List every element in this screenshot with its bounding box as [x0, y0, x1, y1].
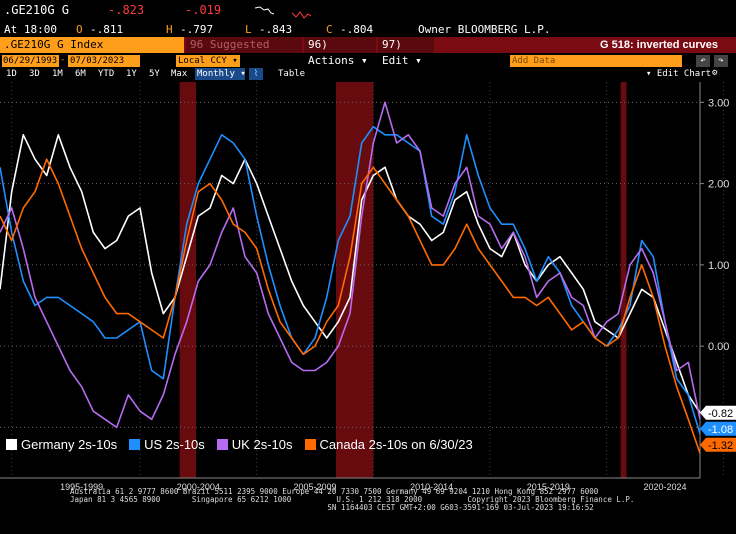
- undo-icon[interactable]: ↶: [696, 55, 710, 67]
- period-5y[interactable]: 5Y: [149, 69, 160, 79]
- legend-label-2: UK 2s-10s: [231, 436, 293, 452]
- footer: Australia 61 2 9777 8600 Brazil 5511 239…: [70, 488, 634, 512]
- period-1d[interactable]: 1D: [6, 69, 17, 79]
- edit-menu[interactable]: 97) Edit ▾: [378, 37, 434, 67]
- add-data-field[interactable]: Add Data: [510, 55, 682, 67]
- end-label-0: -0.82: [708, 408, 733, 420]
- open-label: O: [76, 23, 83, 36]
- last-price: -.823: [108, 3, 145, 17]
- x-tick-label-2: 2005-2009: [293, 482, 336, 492]
- period-1y[interactable]: 1Y: [126, 69, 137, 79]
- frequency-select[interactable]: Monthly ▾: [195, 68, 246, 80]
- legend-label-0: Germany 2s-10s: [21, 436, 118, 452]
- recession-band-2: [620, 82, 627, 478]
- open-value: -.811: [90, 23, 124, 36]
- owner: Owner BLOOMBERG L.P.: [418, 23, 551, 36]
- recession-band-0: [179, 82, 196, 478]
- chart-area: 3.00 2.00 1.00 0.00 1995-1999 2000-2004 2005-2…: [0, 82, 736, 530]
- quote-bar: .GE210G G -.823 -.019: [0, 0, 736, 20]
- legend-swatch-3: [304, 438, 316, 450]
- ohlc-bar: At 18:00 O -.811 H -.797 L -.843 C -.804…: [0, 20, 736, 37]
- end-label-bg-1: [700, 421, 736, 436]
- x-tick-label-4: 2015-2019: [527, 482, 570, 492]
- x-tick-label-0: 1995-1999: [60, 482, 103, 492]
- period-ytd[interactable]: YTD: [98, 69, 115, 79]
- line-chart-icon[interactable]: ⌇: [249, 68, 263, 80]
- end-label-bg-0: [700, 405, 736, 420]
- end-label-2: -1.32: [708, 440, 733, 452]
- edit-chart-button[interactable]: ▾ Edit Chart: [646, 69, 711, 79]
- legend-swatch-0: [6, 438, 17, 450]
- sparkline-red-icon: [292, 11, 312, 19]
- legend-swatch-2: [216, 438, 228, 450]
- period-3d[interactable]: 3D: [29, 69, 40, 79]
- currency-label: Local CCY: [178, 56, 227, 66]
- period-max[interactable]: Max: [171, 69, 188, 79]
- date-separator: -: [60, 55, 66, 65]
- y-tick-label-2: 1.00: [708, 260, 729, 272]
- high-label: H: [166, 23, 173, 36]
- end-label-1: -1.08: [708, 424, 733, 436]
- sparkline-icon: [255, 6, 275, 15]
- currency-select[interactable]: Local CCY ▾: [176, 55, 240, 67]
- line-chart: 3.00 2.00 1.00 0.00 1995-1999 2000-2004 2005-2…: [0, 82, 736, 492]
- legend-item-1[interactable]: US 2s-10s: [129, 434, 205, 454]
- legend-item-3[interactable]: Canada 2s-10s on 6/30/23: [304, 434, 473, 454]
- end-date-field[interactable]: 07/03/2023: [68, 55, 140, 67]
- range-bar: 06/29/1993 - 07/03/2023 Local CCY ▾ Add …: [0, 54, 736, 68]
- series-line-2: [0, 101, 701, 429]
- redo-icon[interactable]: ↷: [714, 55, 728, 67]
- net-change: -.019: [185, 3, 222, 17]
- high-value: -.797: [180, 23, 214, 36]
- actions-label: 96) Actions: [308, 38, 355, 67]
- chevron-down-icon: ▾: [646, 69, 652, 79]
- legend-label-3: Canada 2s-10s on 6/30/23: [319, 436, 473, 452]
- x-tick-label-5: 2020-2024: [643, 482, 686, 492]
- at-time: At 18:00: [4, 23, 57, 36]
- chevron-down-icon: ▾: [360, 54, 368, 67]
- toolbar: .GE210G G Index 96 Suggested Charts 96) …: [0, 37, 736, 67]
- edit-label: 97) Edit: [382, 38, 409, 67]
- chevron-down-icon: ▾: [415, 54, 422, 67]
- footer-line-2: Japan 81 3 4565 8900 Singapore 65 6212 1…: [70, 495, 635, 504]
- series-line-3: [0, 158, 701, 454]
- close-value: -.804: [340, 23, 374, 36]
- footer-line-1: Australia 61 2 9777 8600 Brazil 5511 239…: [70, 487, 599, 496]
- close-label: C: [326, 23, 333, 36]
- actions-menu[interactable]: 96) Actions ▾: [304, 37, 376, 67]
- series-line-0: [0, 133, 701, 414]
- period-6m[interactable]: 6M: [75, 69, 86, 79]
- graph-title: G 518: inverted curves: [600, 39, 719, 51]
- low-label: L: [245, 23, 252, 36]
- x-tick-label-3: 2010-2014: [410, 482, 453, 492]
- chevron-down-icon: ▾: [232, 56, 238, 66]
- low-value: -.843: [259, 23, 293, 36]
- security-field[interactable]: .GE210G G Index: [0, 37, 184, 53]
- edit-chart-label: Edit Chart: [656, 69, 712, 79]
- legend-item-2[interactable]: UK 2s-10s: [216, 434, 293, 454]
- ticker: .GE210G G: [4, 3, 70, 17]
- legend: Germany 2s-10s US 2s-10s UK 2s-10s Canada 2…: [6, 434, 473, 454]
- legend-item-0[interactable]: Germany 2s-10s: [6, 434, 117, 454]
- settings-icon[interactable]: ⚙: [712, 68, 718, 78]
- period-1m[interactable]: 1M: [52, 69, 63, 79]
- legend-swatch-1: [129, 438, 141, 450]
- legend-label-1: US 2s-10s: [144, 436, 205, 452]
- end-label-bg-2: [700, 437, 736, 452]
- suggested-charts-button[interactable]: 96 Suggested Charts: [186, 37, 302, 67]
- y-tick-label-0: 3.00: [708, 97, 729, 109]
- frequency-label: Monthly: [197, 69, 235, 79]
- x-tick-label-1: 2000-2004: [177, 482, 220, 492]
- start-date-field[interactable]: 06/29/1993: [2, 55, 59, 67]
- period-bar: 1D 3D 1M 6M YTD 1Y 5Y Max Monthly ▾ ⌇ Ta…: [0, 68, 736, 81]
- footer-line-3: SN 1164403 CEST GMT+2:00 G603-3591-169 0…: [70, 503, 594, 512]
- y-tick-label-1: 2.00: [708, 179, 729, 191]
- y-tick-label-3: 0.00: [708, 341, 729, 353]
- chevron-down-icon: ▾: [240, 69, 246, 79]
- table-button[interactable]: Table: [278, 69, 306, 79]
